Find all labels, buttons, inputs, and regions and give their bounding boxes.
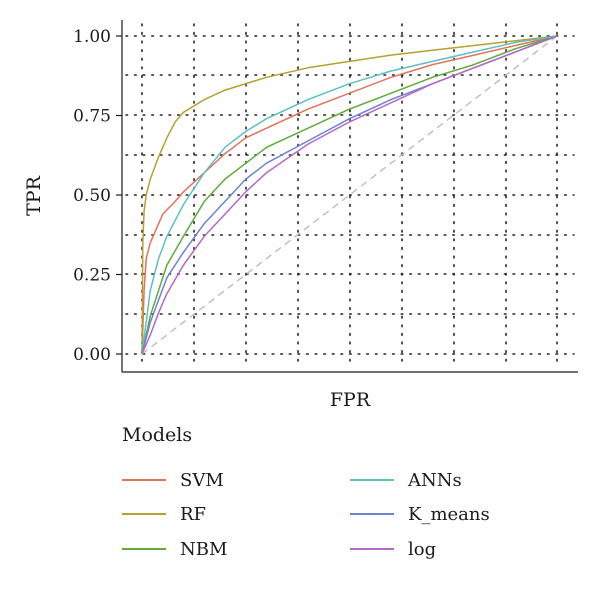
legend-item-log: log [350, 537, 436, 561]
y-axis-title: TPR [23, 175, 45, 215]
legend-item-rf: RF [122, 502, 206, 526]
legend-label: RF [180, 504, 206, 525]
x-axis-title: FPR [330, 389, 371, 411]
legend-label: K_means [408, 504, 490, 525]
y-tick-label: 0.75 [73, 107, 111, 127]
legend-label: SVM [180, 470, 224, 491]
y-tick-label: 1.00 [73, 27, 111, 47]
legend-item-anns: ANNs [350, 468, 462, 492]
legend-item-svm: SVM [122, 468, 224, 492]
roc-chart: 0.00 0.25 0.50 0.75 1.00 FPR TPR [0, 0, 600, 420]
legend-swatch [350, 548, 394, 550]
legend-swatch [350, 513, 394, 515]
legend-label: log [408, 539, 436, 560]
legend-swatch [122, 479, 166, 481]
y-tick-label: 0.00 [73, 345, 111, 365]
legend-label: ANNs [408, 470, 462, 491]
legend-swatch [350, 479, 394, 481]
grid-lines [126, 24, 574, 368]
y-tick-label: 0.25 [73, 266, 111, 286]
legend-label: NBM [180, 539, 227, 560]
y-tick-label: 0.50 [73, 186, 111, 206]
legend-title: Models [122, 424, 192, 446]
legend-swatch [122, 513, 166, 515]
legend-item-k-means: K_means [350, 502, 490, 526]
legend-item-nbm: NBM [122, 537, 227, 561]
legend-swatch [122, 548, 166, 550]
y-ticks: 0.00 0.25 0.50 0.75 1.00 [73, 27, 122, 365]
